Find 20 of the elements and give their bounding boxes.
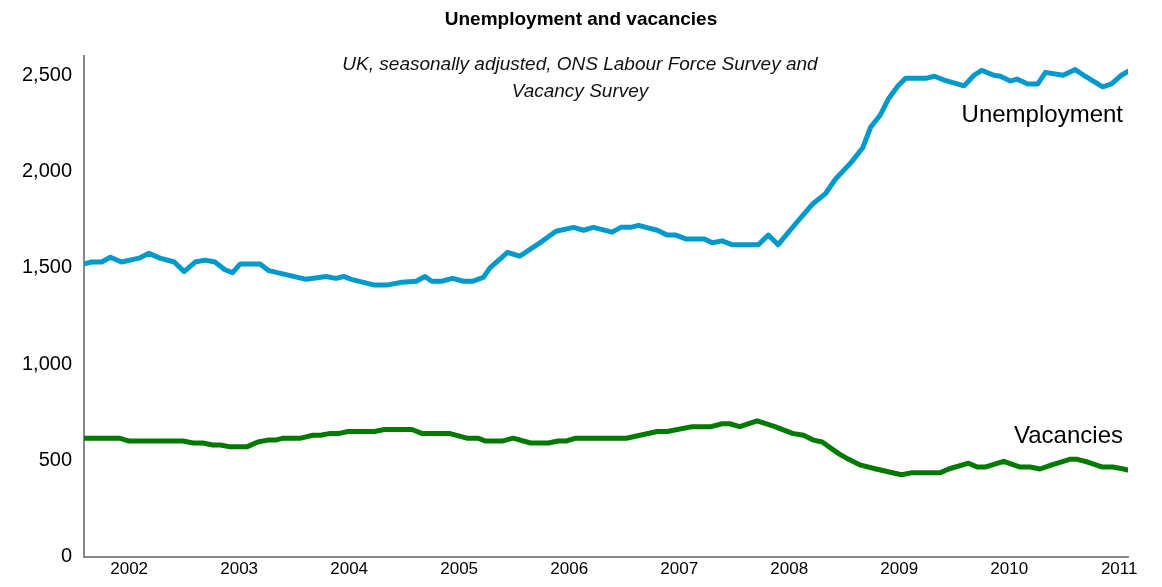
text: UK, seasonally adjusted, ONS Labour Force Survey and Vacancy Survey: [341, 52, 819, 103]
x-tick-label: 2004: [330, 559, 369, 579]
y-tick-label: 500: [38, 447, 73, 470]
y-tick-label: 2,500: [21, 62, 73, 85]
x-tick-label: 2005: [440, 559, 479, 579]
x-tick-label: 2010: [990, 559, 1029, 579]
chart-title: Unemployment and vacancies: [443, 8, 719, 30]
y-tick-label: 1,500: [21, 255, 73, 278]
x-tick-label: 2011: [1100, 559, 1138, 579]
y-tick-label: 1,000: [21, 351, 73, 374]
x-tick-label: 2009: [880, 559, 919, 579]
series-label: Vacancies: [1014, 420, 1123, 448]
series-label: Unemployment: [961, 100, 1124, 128]
x-tick-label: 2008: [770, 559, 809, 579]
y-tick-label: 2,000: [21, 159, 73, 182]
x-tick-label: 2003: [220, 559, 259, 579]
x-tick-label: 2002: [110, 559, 149, 579]
x-tick-label: 2006: [550, 559, 589, 579]
y-tick-label: 0: [60, 544, 73, 567]
x-tick-label: 2007: [660, 559, 699, 579]
